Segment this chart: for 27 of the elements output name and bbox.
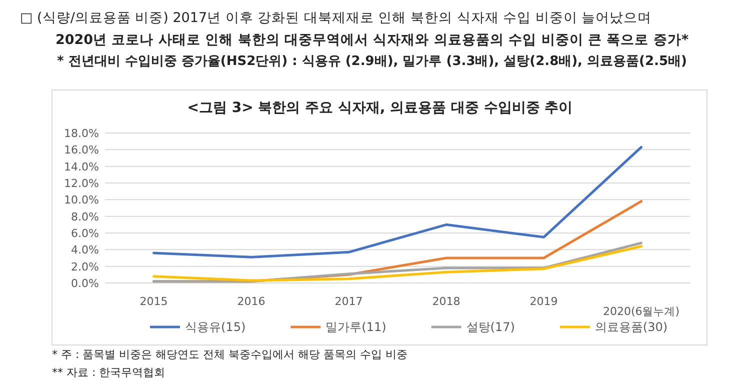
y-tick-label: 8.0% [71,210,99,224]
y-tick-label: 4.0% [71,244,99,257]
y-tick-label: 6.0% [71,227,99,240]
x-tick-label: 2016 [237,295,266,308]
legend-label: 설탕(17) [466,320,515,334]
chart-title: <그림 3> 북한의 주요 식자재, 의료용품 대중 수입비중 추이 [187,100,573,116]
y-tick-label: 12.0% [64,177,99,190]
y-tick-label: 18.0% [64,127,99,140]
y-tick-label: 14.0% [64,160,99,174]
legend-label: 식용유(15) [185,320,246,334]
y-tick-label: 0.0% [71,277,99,290]
x-tick-label: 2017 [334,295,363,308]
text: 2020년 코로나 사태로 인해 북한의 대중무역에서 식자재와 의료용품의 수입 비중이 큰 폭으로 증가* [55,32,689,48]
text: □ (식량/의료용품 비중) 2017년 이후 강화된 대북제재로 인해 북한의 식자재 수입 비중이 늘어났으며 [20,10,652,26]
legend-label: 밀가루(11) [326,320,386,334]
x-tick-label: 2015 [140,295,168,308]
legend-label: 의료용품(30) [594,320,668,334]
line-series [152,146,642,258]
y-tick-label: 16.0% [64,144,99,157]
y-tick-label: 2.0% [71,260,99,274]
text: * 전년대비 수입비중 증가율(HS2단위) : 식용유 (2.9배), 밀가루 (3.3배), 설탕(2.8배), 의료용품(2.5배) [57,54,687,69]
x-tick-label: 2020(6월누계) [602,305,680,318]
text: ** 자료 : 한국무역협회 [52,366,166,379]
x-tick-label: 2018 [432,295,460,308]
x-tick-label: 2019 [530,295,558,308]
text: * 주 : 품목별 비중은 해당연도 전체 북중수입에서 해당 품목의 수입 비중 [52,348,408,361]
y-tick-label: 10.0% [64,194,99,207]
